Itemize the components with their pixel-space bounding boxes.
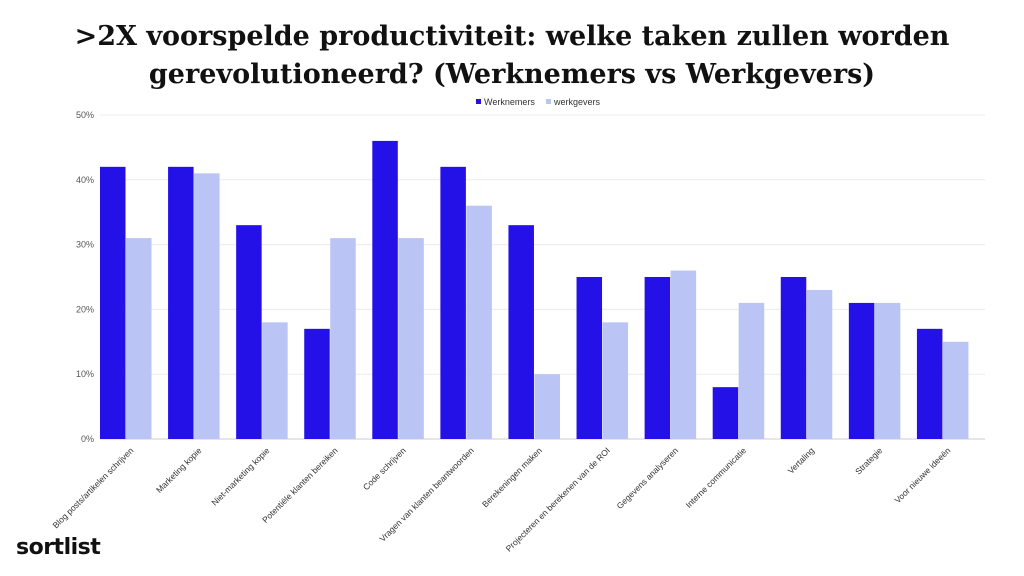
bar-werkgevers (466, 205, 492, 439)
bar-werknemers (780, 277, 807, 439)
legend-swatch-werknemers (476, 99, 481, 104)
x-tick-label: Voor nieuwe ideeën (892, 445, 952, 505)
bar-werknemers (372, 140, 398, 440)
bar-werknemers (916, 328, 943, 439)
x-tick-label: Potentiële klanten bereiken (260, 445, 340, 525)
x-tick-label: Berekeningen maken (480, 445, 544, 509)
x-tick-label: Niet-marketing kopie (209, 445, 271, 507)
bar-werknemers (576, 277, 603, 439)
y-tick-label: 10% (76, 369, 94, 379)
bar-werknemers (236, 225, 262, 439)
legend-label-werkgevers: werkgevers (553, 97, 601, 107)
x-tick-label: Vertaling (786, 445, 817, 476)
bar-werkgevers (126, 238, 152, 439)
bar-werknemers (848, 302, 875, 439)
bar-werkgevers (806, 289, 833, 439)
bar-werknemers (304, 328, 330, 439)
chart-title-line-2: gerevolutioneerd? (Werknemers vs Werkgev… (148, 59, 876, 90)
bar-werknemers (440, 166, 466, 439)
bar-werkgevers (670, 270, 697, 439)
y-tick-label: 20% (76, 304, 94, 314)
bar-werkgevers (194, 173, 220, 439)
x-tick-label: Gegevens analyseren (614, 445, 680, 511)
bar-werknemers (508, 225, 534, 439)
sortlist-logo: sortlist (16, 535, 101, 560)
bar-werkgevers (330, 238, 356, 439)
legend-label-werknemers: Werknemers (484, 97, 535, 107)
bar-werknemers (168, 166, 194, 439)
bar-werkgevers (738, 302, 765, 439)
bar-werknemers (644, 277, 671, 439)
y-tick-label: 40% (76, 175, 94, 185)
bar-werknemers (712, 387, 739, 439)
x-tick-label: Interne communicatie (684, 445, 749, 510)
legend-swatch-werkgevers (546, 99, 551, 104)
x-tick-label: Strategie (853, 445, 884, 476)
bar-werkgevers (942, 341, 969, 439)
y-tick-label: 30% (76, 240, 94, 250)
bar-werkgevers (602, 322, 629, 439)
x-tick-label: Code schrijven (361, 445, 408, 492)
chart-title-line-1: >2X voorspelde productiviteit: welke tak… (74, 21, 950, 52)
y-tick-label: 0% (81, 434, 94, 444)
x-tick-label: Marketing kopie (154, 445, 204, 495)
y-tick-label: 50% (76, 110, 94, 120)
bar-werkgevers (874, 302, 901, 439)
bar-werkgevers (262, 322, 288, 439)
bar-werknemers (100, 166, 126, 439)
chart-title: >2X voorspelde productiviteit: welke tak… (0, 18, 1024, 94)
bar-werkgevers (398, 238, 424, 439)
bar-werkgevers (534, 374, 560, 439)
x-tick-label: Blog posts/artikelen schrijven (50, 445, 135, 530)
